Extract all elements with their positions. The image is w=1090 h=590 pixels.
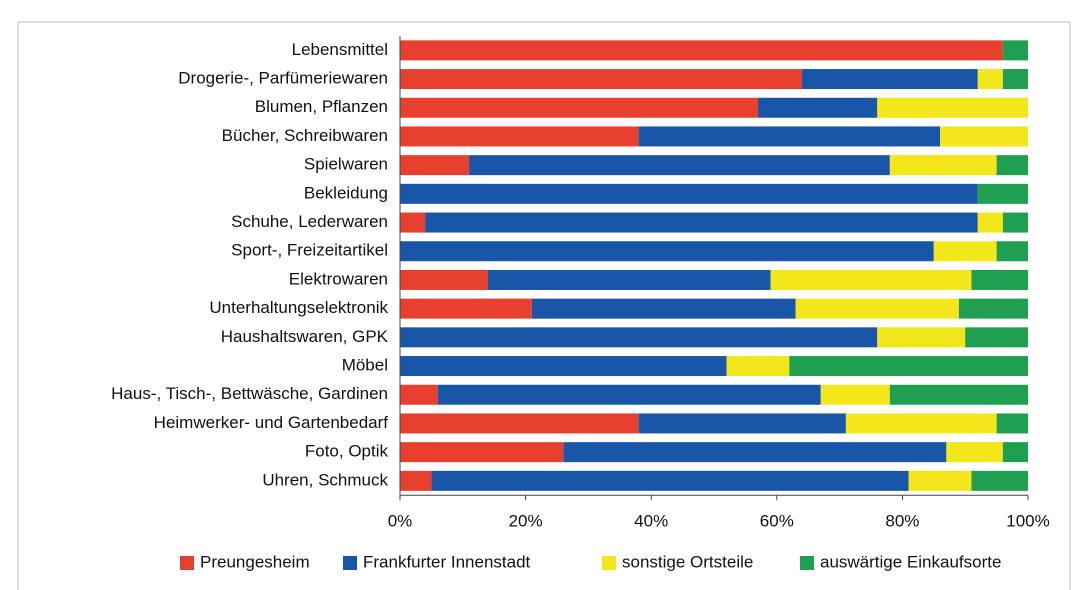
legend-label: Preungesheim (200, 552, 310, 571)
x-tick-label: 100% (1006, 512, 1049, 531)
bar-segment (400, 470, 432, 491)
bar-segment (400, 413, 639, 434)
bar-segment (908, 470, 972, 491)
bar-segment (877, 97, 1028, 118)
bar-segment (531, 298, 796, 319)
bar-segment (1002, 69, 1028, 90)
bar-segment (958, 298, 1028, 319)
bar-segment (400, 69, 802, 90)
legend-label: Frankfurter Innenstadt (363, 552, 531, 571)
bar-segment (400, 327, 878, 348)
y-tick-label: Drogerie-, Parfümeriewaren (178, 69, 388, 88)
y-tick-label: Sport-, Freizeitartikel (231, 241, 388, 260)
bar-segment (400, 241, 934, 262)
bar-segment (726, 356, 790, 377)
bar-segment (638, 126, 941, 147)
x-tick-label: 60% (760, 512, 794, 531)
bar-segment (431, 470, 909, 491)
bar-segment (400, 269, 488, 290)
bar-segment (469, 155, 890, 176)
bar-segment (400, 126, 639, 147)
bar-segment (400, 212, 426, 233)
y-tick-label: Unterhaltungselektronik (209, 298, 388, 317)
bar-segment (1002, 40, 1028, 61)
x-tick-label: 80% (885, 512, 919, 531)
bar-segment (638, 413, 846, 434)
bar-segment (400, 356, 727, 377)
bar-segment (757, 97, 878, 118)
bar-segment (801, 69, 978, 90)
y-tick-label: Bekleidung (304, 183, 388, 202)
bar-segment (425, 212, 978, 233)
y-tick-label: Schuhe, Lederwaren (231, 212, 388, 231)
bar-segment (996, 241, 1028, 262)
bar-segment (487, 269, 771, 290)
bar-segment (400, 97, 758, 118)
bar-segment (1002, 212, 1028, 233)
bar-segment (770, 269, 972, 290)
y-tick-label: Elektrowaren (289, 269, 388, 288)
bar-segment (400, 155, 470, 176)
bar-segment (889, 155, 997, 176)
bar-segment (400, 298, 532, 319)
y-tick-label: Uhren, Schmuck (262, 470, 388, 489)
bar-segment (971, 470, 1028, 491)
x-tick-label: 40% (634, 512, 668, 531)
bar-segment (795, 298, 959, 319)
bar-segment (563, 442, 947, 463)
y-tick-label: Haushaltswaren, GPK (221, 327, 389, 346)
bar-segment (977, 212, 1003, 233)
bar-segment (789, 356, 1028, 377)
frame (17, 21, 1071, 590)
bar-segment (400, 183, 978, 204)
bar-segment (996, 413, 1028, 434)
bar-segment (1002, 442, 1028, 463)
bar-segment (940, 126, 1028, 147)
legend-swatch (602, 556, 616, 570)
x-tick-label: 20% (509, 512, 543, 531)
bar-segment (996, 155, 1028, 176)
y-tick-label: Heimwerker- und Gartenbedarf (154, 413, 389, 432)
bar-segment (400, 384, 438, 405)
legend-label: sonstige Ortsteile (622, 552, 753, 571)
bar-segment (889, 384, 1028, 405)
bar-segment (400, 40, 1003, 61)
bar-segment (965, 327, 1028, 348)
legend-label: auswärtige Einkaufsorte (820, 552, 1001, 571)
bar-segment (971, 269, 1028, 290)
y-tick-label: Lebensmittel (292, 40, 388, 59)
bar-segment (845, 413, 997, 434)
bar-segment (933, 241, 997, 262)
bar-segment (977, 183, 1028, 204)
y-tick-label: Foto, Optik (305, 442, 389, 461)
bar-segment (946, 442, 1003, 463)
bar-segment (437, 384, 821, 405)
y-tick-label: Blumen, Pflanzen (255, 97, 388, 116)
bar-segment (820, 384, 890, 405)
y-tick-label: Haus-, Tisch-, Bettwäsche, Gardinen (111, 384, 388, 403)
legend-swatch (343, 556, 357, 570)
bar-segment (400, 442, 564, 463)
bar-segment (877, 327, 966, 348)
bar-segment (977, 69, 1003, 90)
legend-swatch (180, 556, 194, 570)
y-tick-label: Bücher, Schreibwaren (222, 126, 388, 145)
y-tick-label: Möbel (342, 356, 388, 375)
legend-swatch (800, 556, 814, 570)
y-tick-label: Spielwaren (304, 155, 388, 174)
x-tick-label: 0% (388, 512, 413, 531)
